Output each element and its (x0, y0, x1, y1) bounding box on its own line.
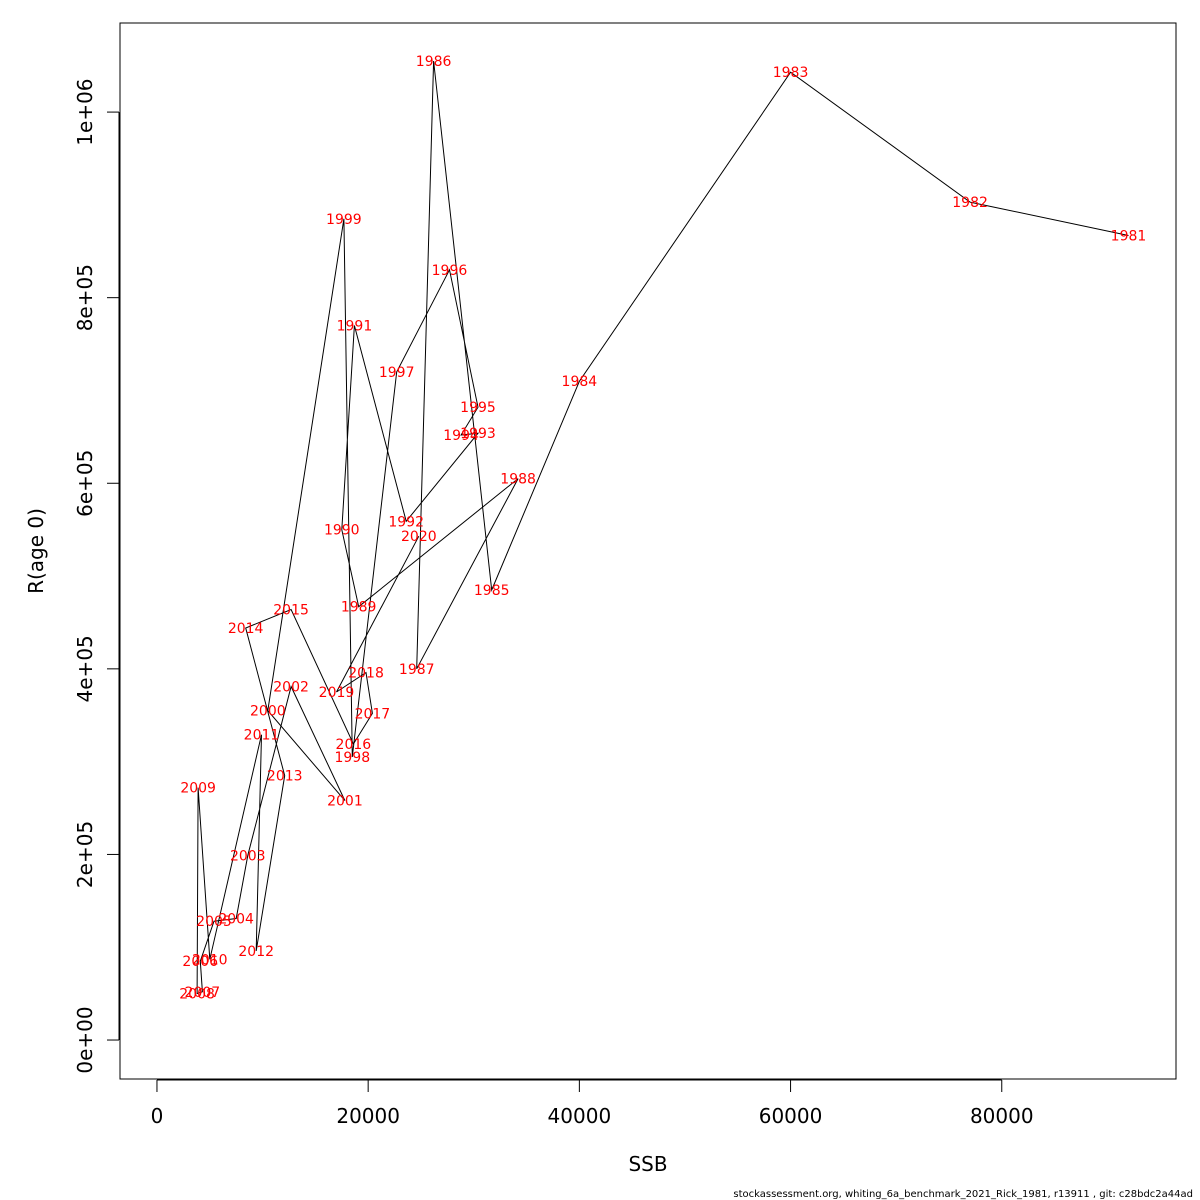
point-label-layer: 1981 1982 1983 1984 1985 1986 1987 1988 1989 1990… (179, 54, 1146, 1003)
y-tick-label: 2e+05 (73, 821, 97, 888)
x-tick-label: 20000 (336, 1104, 400, 1128)
y-tick-label: 0e+00 (73, 1006, 97, 1073)
point-label-2006: 2006 (182, 954, 218, 970)
x-axis: 0 20000 40000 60000 80000 (151, 1079, 1034, 1128)
point-label-1998: 1998 (334, 750, 370, 766)
point-label-2010: 2010 (192, 952, 228, 968)
point-label-2004: 2004 (218, 911, 254, 927)
point-label-1987: 1987 (399, 662, 435, 678)
point-label-1991: 1991 (337, 319, 373, 335)
point-label-2012: 2012 (238, 944, 274, 960)
point-label-1999: 1999 (326, 212, 362, 228)
point-label-1983: 1983 (773, 65, 809, 81)
point-label-2018: 2018 (348, 666, 384, 682)
point-label-1995: 1995 (460, 400, 496, 416)
y-tick-label: 1e+06 (73, 78, 97, 145)
x-tick-label: 40000 (548, 1104, 612, 1128)
point-label-2016: 2016 (336, 737, 372, 753)
point-label-2014: 2014 (228, 621, 264, 637)
x-axis-title: SSB (628, 1152, 667, 1176)
plot-frame (119, 22, 1177, 1080)
x-tick-label: 80000 (970, 1104, 1034, 1128)
y-tick-label: 8e+05 (73, 264, 97, 331)
point-label-2009: 2009 (180, 781, 216, 797)
y-tick-label: 6e+05 (73, 450, 97, 517)
point-label-2005: 2005 (196, 914, 232, 930)
point-label-2007: 2007 (185, 985, 221, 1001)
y-axis: 0e+00 2e+05 4e+05 6e+05 8e+05 1e+06 (73, 78, 120, 1074)
point-label-2008: 2008 (179, 987, 215, 1003)
point-label-1985: 1985 (474, 583, 510, 599)
point-label-2019: 2019 (319, 685, 355, 701)
point-label-2000: 2000 (250, 704, 286, 720)
point-label-2001: 2001 (327, 794, 363, 810)
point-label-1981: 1981 (1111, 228, 1147, 244)
point-label-2013: 2013 (267, 769, 303, 785)
y-axis-title: R(age 0) (24, 508, 48, 594)
footer-note: stockassessment.org, whiting_6a_benchmar… (733, 1189, 1193, 1200)
point-label-1997: 1997 (379, 365, 415, 381)
point-label-2011: 2011 (244, 728, 280, 744)
point-label-1996: 1996 (432, 263, 468, 279)
point-label-1994: 1994 (443, 428, 479, 444)
point-label-2017: 2017 (355, 706, 391, 722)
x-tick-label: 60000 (759, 1104, 823, 1128)
point-label-2003: 2003 (230, 848, 266, 864)
y-tick-label: 4e+05 (73, 635, 97, 702)
x-tick-label: 0 (151, 1104, 164, 1128)
point-label-1992: 1992 (388, 514, 424, 530)
point-label-1990: 1990 (324, 523, 360, 539)
point-label-1989: 1989 (341, 600, 377, 616)
point-label-1984: 1984 (562, 374, 598, 390)
point-label-2015: 2015 (273, 602, 309, 618)
series-layer (196, 60, 1129, 995)
series-line (196, 60, 1129, 995)
point-label-1986: 1986 (416, 54, 452, 70)
point-label-2002: 2002 (273, 679, 309, 695)
point-label-1988: 1988 (500, 472, 536, 488)
point-label-1982: 1982 (952, 195, 988, 211)
point-label-1993: 1993 (460, 426, 496, 442)
point-label-2020: 2020 (401, 529, 437, 545)
